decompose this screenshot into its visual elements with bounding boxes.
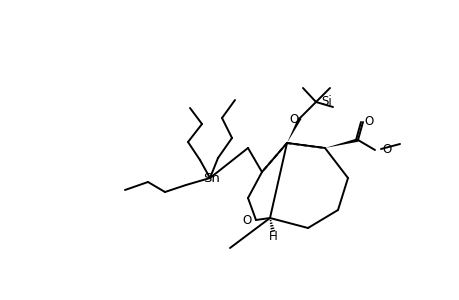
Text: Si: Si bbox=[320, 94, 331, 107]
Text: O: O bbox=[381, 142, 391, 155]
Text: O: O bbox=[364, 115, 373, 128]
Text: O: O bbox=[242, 214, 251, 227]
Text: H: H bbox=[268, 230, 277, 242]
Text: O: O bbox=[289, 112, 298, 125]
Polygon shape bbox=[286, 117, 301, 143]
Text: Sn: Sn bbox=[203, 172, 220, 185]
Polygon shape bbox=[325, 138, 358, 148]
